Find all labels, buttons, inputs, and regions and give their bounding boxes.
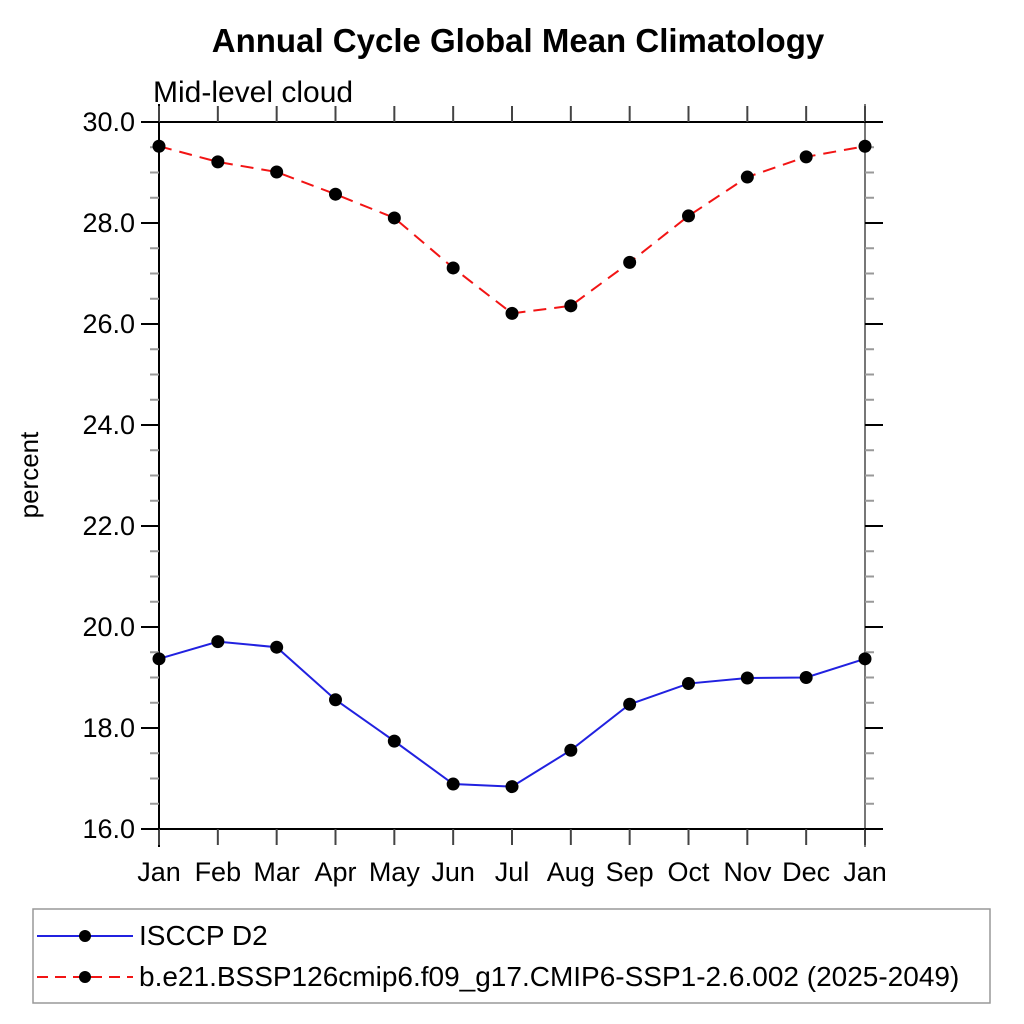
data-point	[858, 652, 872, 666]
data-point	[564, 299, 578, 313]
y-tick-label: 18.0	[82, 713, 135, 743]
axes: Jan Feb Mar Apr May Jun Jul Aug Sep Oct Nov Dec Jan1…	[82, 104, 887, 887]
data-point	[211, 155, 225, 169]
data-point	[329, 187, 342, 201]
data-point	[270, 165, 284, 179]
x-tick-label: Jan	[137, 857, 181, 887]
data-point	[799, 150, 813, 164]
series-line	[158, 145, 866, 315]
y-axis-label: percent	[14, 431, 44, 518]
data-point	[270, 640, 284, 654]
legend-label: b.e21.BSSP126cmip6.f09_g17.CMIP6-SSP1-2.…	[139, 961, 959, 992]
legend-marker	[79, 971, 91, 983]
data-point	[211, 635, 225, 649]
x-tick-label: Mar	[253, 857, 300, 887]
data-point	[623, 255, 637, 269]
data-point	[564, 743, 578, 757]
y-tick-label: 16.0	[82, 814, 135, 844]
y-tick-label: 26.0	[82, 309, 135, 339]
data-point	[799, 671, 813, 684]
legend-label: ISCCP D2	[139, 920, 268, 951]
legend-box	[32, 908, 991, 1004]
y-tick-label: 22.0	[82, 511, 135, 541]
x-tick-label: Jul	[495, 857, 530, 887]
data-point	[858, 139, 872, 153]
y-tick-label: 20.0	[82, 612, 135, 642]
y-tick-label: 30.0	[82, 107, 135, 137]
legend-marker	[79, 930, 91, 942]
data-point	[446, 261, 460, 275]
data-point	[682, 677, 695, 691]
data-point	[152, 139, 166, 153]
series-layer	[152, 139, 872, 794]
data-point	[623, 697, 637, 711]
chart-title: Annual Cycle Global Mean Climatology	[212, 22, 825, 59]
data-point	[152, 652, 166, 666]
data-point	[740, 170, 754, 184]
y-tick-label: 24.0	[82, 410, 135, 440]
x-tick-label: Feb	[195, 857, 242, 887]
data-point	[740, 671, 754, 685]
series-line	[158, 640, 866, 788]
data-point	[387, 734, 401, 748]
data-point	[387, 211, 401, 225]
x-tick-label: Sep	[606, 857, 654, 887]
data-point	[329, 693, 342, 707]
x-tick-label: Jun	[431, 857, 475, 887]
data-point	[505, 306, 519, 320]
x-tick-label: Jan	[843, 857, 887, 887]
data-point	[682, 209, 695, 223]
x-tick-label: May	[369, 857, 421, 887]
y-tick-label: 28.0	[82, 208, 135, 238]
data-point	[446, 777, 460, 791]
x-tick-label: Dec	[782, 857, 830, 887]
x-tick-label: Aug	[547, 857, 595, 887]
x-tick-label: Nov	[723, 857, 772, 887]
data-point	[505, 780, 519, 794]
x-tick-label: Apr	[314, 857, 356, 887]
legend: ISCCP D2 b.e21.BSSP126cmip6.f09_g17.CMIP6…	[32, 908, 991, 1004]
chart-subtitle: Mid-level cloud	[153, 76, 353, 109]
x-tick-label: Oct	[667, 857, 710, 887]
